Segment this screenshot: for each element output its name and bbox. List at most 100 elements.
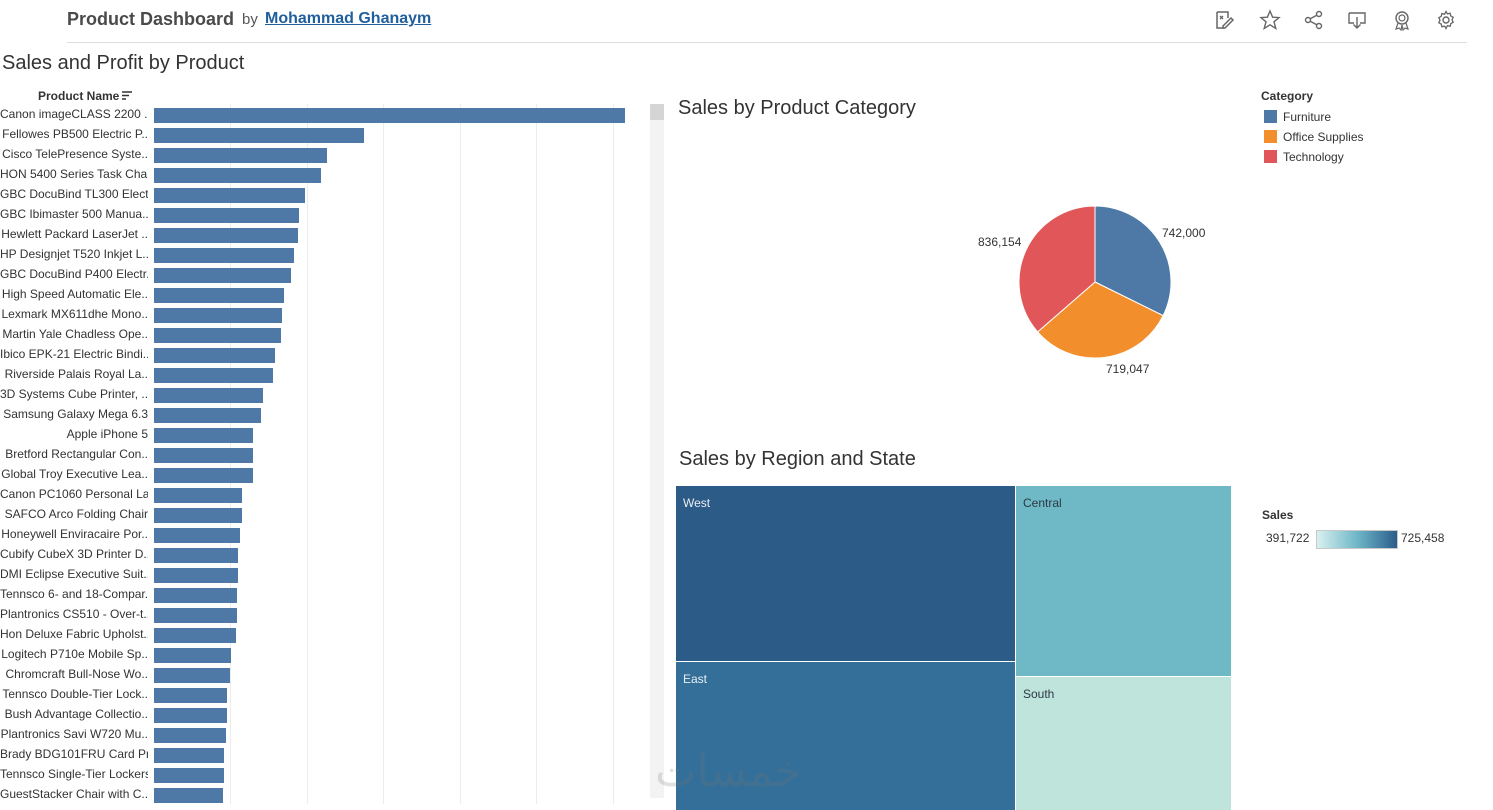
legend-item-furniture[interactable]: Furniture (1264, 109, 1331, 125)
bar[interactable] (154, 688, 228, 703)
bar[interactable] (154, 528, 241, 543)
bar-label: Tennsco Double-Tier Lock.. (2, 687, 148, 701)
bar-chart-scrollbar[interactable] (650, 104, 664, 798)
byline-prefix: by (242, 11, 258, 28)
bar[interactable] (154, 508, 242, 523)
bar-label: Global Troy Executive Lea.. (1, 467, 148, 481)
bar[interactable] (154, 248, 294, 263)
pie-chart-title: Sales by Product Category (678, 97, 916, 119)
bar-label: Plantronics Savi W720 Mu.. (0, 727, 148, 741)
bar[interactable] (154, 728, 226, 743)
author-link[interactable]: Mohammad Ghanaym (265, 10, 432, 27)
treemap-cell-central[interactable]: Central (1016, 486, 1231, 676)
bar[interactable] (154, 588, 238, 603)
bar[interactable] (154, 288, 284, 303)
pie-chart (1018, 205, 1172, 359)
star-icon[interactable] (1259, 9, 1281, 31)
bar-label: Tennsco 6- and 18-Compar.. (0, 587, 148, 601)
bar[interactable] (154, 768, 224, 783)
bar-label: High Speed Automatic Ele.. (1, 287, 148, 301)
bar-label: Samsung Galaxy Mega 6.3 (3, 407, 148, 421)
bar-label: GuestStacker Chair with C.. (0, 787, 148, 801)
bar[interactable] (154, 468, 254, 483)
header-divider (67, 42, 1467, 43)
bar[interactable] (154, 648, 232, 663)
pie-label-technology: 836,154 (978, 235, 1022, 249)
bar[interactable] (154, 608, 237, 623)
scrollbar-thumb[interactable] (650, 104, 664, 120)
bar[interactable] (154, 628, 236, 643)
pie-label-furniture: 742,000 (1162, 226, 1206, 240)
bar[interactable] (154, 548, 239, 563)
bar[interactable] (154, 708, 227, 723)
legend-label: Technology (1283, 149, 1344, 164)
bar-label: Plantronics CS510 - Over-t.. (0, 607, 148, 621)
bar-label: HON 5400 Series Task Cha.. (0, 167, 148, 181)
bar[interactable] (154, 348, 275, 363)
bar[interactable] (154, 268, 291, 283)
bar-label: Ibico EPK-21 Electric Bindi.. (0, 347, 148, 361)
bar-label: GBC Ibimaster 500 Manua.. (0, 207, 148, 221)
gear-icon[interactable] (1435, 9, 1457, 31)
bar[interactable] (154, 188, 306, 203)
treemap-cell-east[interactable]: East (676, 662, 1015, 810)
sort-icon[interactable] (121, 90, 133, 102)
download-icon[interactable] (1346, 9, 1368, 31)
treemap-label-central: Central (1023, 496, 1062, 510)
bar-label: GBC DocuBind TL300 Elect.. (0, 187, 148, 201)
pie-label-office-supplies: 719,047 (1106, 362, 1150, 376)
bar[interactable] (154, 668, 230, 683)
bar-grid-line (459, 104, 461, 804)
bar[interactable] (154, 368, 274, 383)
bar[interactable] (154, 428, 254, 443)
bar[interactable] (154, 308, 282, 323)
bar-label: Brady BDG101FRU Card Pri.. (0, 747, 148, 761)
treemap-title: Sales by Region and State (679, 448, 916, 470)
bar-grid-line (383, 104, 385, 804)
bar-chart-title: Sales and Profit by Product (2, 52, 245, 74)
bar-label: Cubify CubeX 3D Printer D.. (0, 547, 148, 561)
treemap-cell-south[interactable]: South (1016, 677, 1231, 810)
bar[interactable] (154, 148, 327, 163)
bar[interactable] (154, 408, 262, 423)
bar-label: Canon PC1060 Personal La.. (0, 487, 148, 501)
bar[interactable] (154, 208, 300, 223)
legend-item-technology[interactable]: Technology (1264, 149, 1344, 165)
pie-slice-technology[interactable] (1018, 205, 1096, 333)
bar[interactable] (154, 488, 242, 503)
treemap-label-west: West (683, 496, 711, 510)
sales-color-gradient (1316, 530, 1398, 549)
bar[interactable] (154, 228, 298, 243)
edit-icon[interactable] (1214, 9, 1236, 31)
bar-label: Fellowes PB500 Electric P.. (2, 127, 148, 141)
bar-grid-line (306, 104, 308, 804)
bar[interactable] (154, 108, 625, 123)
treemap-cell-west[interactable]: West (676, 486, 1015, 661)
bar[interactable] (154, 568, 239, 583)
bar-label: Logitech P710e Mobile Sp.. (1, 647, 148, 661)
product-name-field-header[interactable]: Product Name (38, 89, 120, 103)
legend-label: Furniture (1283, 109, 1332, 124)
bar-label: Riverside Palais Royal La.. (4, 367, 148, 381)
share-icon[interactable] (1303, 9, 1325, 31)
page-title: Product Dashboard (67, 9, 235, 29)
legend-item-office-supplies[interactable]: Office Supplies (1264, 129, 1364, 145)
bar[interactable] (154, 788, 223, 803)
bar-label: Bretford Rectangular Con.. (5, 447, 148, 461)
bar-label: Hewlett Packard LaserJet .. (1, 227, 148, 241)
bar[interactable] (154, 168, 322, 183)
pie-slice-office-supplies[interactable] (1036, 281, 1164, 359)
sales-legend-title: Sales (1262, 508, 1294, 522)
bar[interactable] (154, 388, 264, 403)
bar-label: Cisco TelePresence Syste.. (2, 147, 148, 161)
bar[interactable] (154, 128, 365, 143)
bar-label: 3D Systems Cube Printer, .. (0, 387, 148, 401)
bar[interactable] (154, 328, 281, 343)
bar-chart: Canon imageCLASS 2200 .. Fellowes PB500 E… (0, 104, 650, 810)
bar-grid-line (612, 104, 614, 804)
bar-grid-line (536, 104, 538, 804)
pie-slice-furniture[interactable] (1094, 205, 1172, 317)
bar[interactable] (154, 448, 254, 463)
badge-icon[interactable] (1391, 9, 1413, 32)
bar[interactable] (154, 748, 225, 763)
